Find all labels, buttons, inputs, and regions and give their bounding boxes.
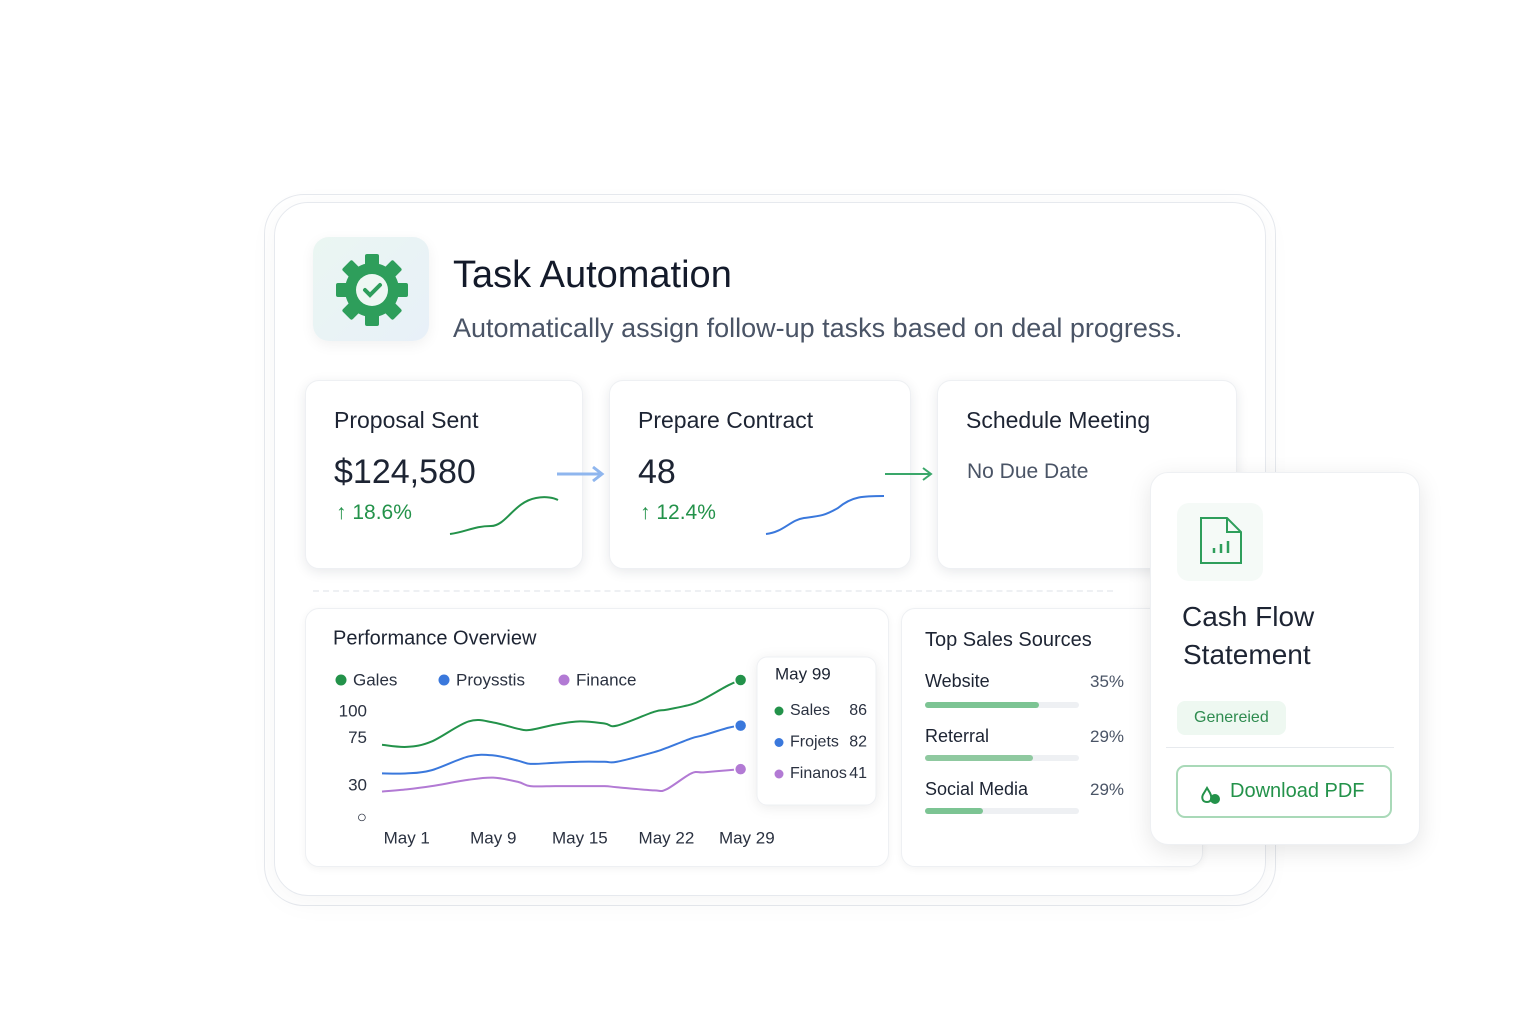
tooltip-label: Finanos	[790, 765, 847, 782]
source-label: Website	[925, 671, 990, 691]
legend-label: Finance	[576, 670, 636, 689]
card-change: ↑ 18.6%	[336, 501, 412, 524]
x-tick-label: May 1	[384, 828, 430, 847]
sources-title: Top Sales Sources	[925, 629, 1092, 651]
source-label: Social Media	[925, 779, 1029, 799]
end-point	[733, 718, 748, 733]
series-line	[381, 679, 742, 748]
tooltip-label: Sales	[790, 702, 830, 719]
card-value: No Due Date	[967, 460, 1089, 483]
series-line	[381, 768, 741, 793]
tooltip-title: May 99	[775, 664, 831, 683]
file-icon-bg	[1177, 503, 1263, 581]
button-label[interactable]: Download PDF	[1230, 780, 1365, 802]
source-value: 29%	[1090, 727, 1125, 746]
y-tick-label: 30	[348, 776, 367, 795]
legend-label: Proysstis	[456, 670, 525, 689]
tooltip	[756, 656, 877, 806]
chart-title: Performance Overview	[333, 627, 537, 649]
source-label: Reterral	[925, 726, 990, 746]
card-title: Proposal Sent	[334, 407, 479, 433]
x-tick-label: May 29	[719, 828, 775, 847]
status-badge: Genereied	[1177, 701, 1286, 735]
change-text: 18.6%	[352, 501, 412, 524]
tooltip-value: 86	[849, 702, 867, 719]
end-point	[733, 673, 748, 687]
card-title: Statement	[1183, 639, 1311, 670]
source-value: 29%	[1090, 780, 1125, 799]
end-point	[733, 762, 748, 776]
gear-icon	[313, 237, 429, 341]
card-value: 48	[638, 453, 676, 491]
y-tick-label: 100	[339, 701, 367, 720]
y-tick-label: ○	[357, 807, 367, 826]
x-tick-label: May 22	[639, 828, 695, 847]
card-change: ↑ 12.4%	[640, 501, 716, 524]
x-tick-label: May 9	[470, 828, 516, 847]
y-tick-label: 75	[348, 728, 367, 747]
change-text: 12.4%	[656, 501, 716, 524]
tooltip-dot	[774, 738, 784, 747]
card: Prepare Contract 48 ↑ 12.4%	[609, 380, 911, 569]
tooltip-label: Frojets	[790, 734, 839, 751]
title: Task Automation	[453, 254, 732, 296]
source-track	[925, 808, 1079, 814]
source-track	[925, 702, 1079, 708]
legend-label: Gales	[353, 670, 397, 689]
divider	[313, 590, 1113, 592]
x-tick-label: May 15	[552, 828, 608, 847]
tooltip-value: 82	[849, 734, 867, 751]
legend-dot	[335, 674, 347, 686]
card-title: Schedule Meeting	[966, 407, 1151, 433]
cash-flow-card: Cash Flow Statement Genereied Download P…	[1150, 472, 1420, 845]
arrows	[557, 465, 933, 483]
tooltip-dot	[774, 769, 784, 779]
sparkline	[449, 496, 559, 535]
tooltip-dot	[774, 706, 784, 716]
divider	[1166, 747, 1394, 748]
sparkline	[765, 495, 885, 535]
legend-dot	[438, 674, 450, 686]
card: Proposal Sent $124,580 ↑ 18.6%	[305, 380, 583, 569]
card-title: Cash Flow	[1182, 601, 1315, 632]
gear	[336, 254, 408, 326]
tooltip-value: 41	[849, 765, 867, 782]
file-icon	[1200, 517, 1242, 564]
subtitle: Automatically assign follow-up tasks bas…	[453, 313, 1183, 343]
download-icon	[1201, 786, 1220, 804]
legend-dot	[558, 674, 570, 686]
download-button[interactable]: Download PDF	[1176, 765, 1392, 818]
source-value: 35%	[1090, 672, 1125, 691]
source-track	[925, 755, 1079, 761]
series-line	[381, 724, 741, 775]
card-title: Prepare Contract	[638, 407, 814, 433]
card-value: $124,580	[334, 453, 476, 491]
